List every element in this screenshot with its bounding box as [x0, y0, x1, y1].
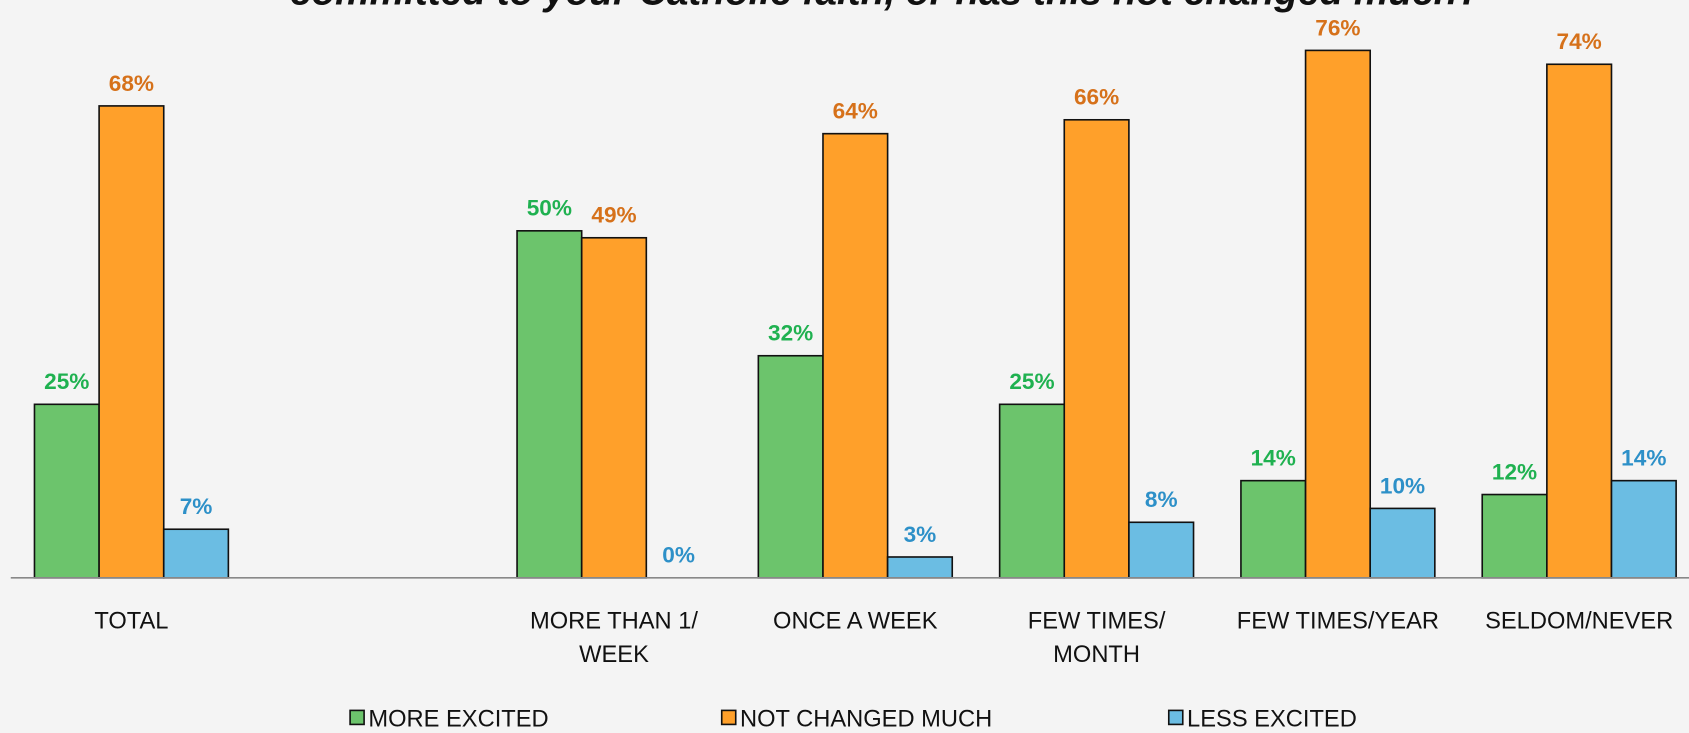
- data-label: 49%: [591, 203, 636, 228]
- x-tick-label-line: TOTAL: [94, 608, 168, 634]
- legend-label: MORE EXCITED: [368, 707, 548, 733]
- data-label: 8%: [1145, 487, 1178, 512]
- x-tick-label-line: WEEK: [579, 642, 649, 668]
- bar: [1546, 63, 1613, 579]
- x-tick-label: FEW TIMES/YEAR: [1237, 608, 1439, 634]
- bar: [998, 403, 1066, 579]
- x-tick-label: MORE THAN 1/WEEK: [530, 608, 698, 667]
- data-label: 7%: [180, 494, 213, 519]
- data-label: 50%: [527, 196, 572, 221]
- x-tick-label-line: FEW TIMES/: [1028, 608, 1166, 634]
- bar: [33, 403, 100, 579]
- bar: [1610, 479, 1677, 579]
- bar: [1063, 118, 1130, 579]
- legend-swatch: [720, 709, 737, 726]
- bar: [1304, 49, 1372, 579]
- data-label: 0%: [662, 543, 695, 568]
- data-label: 14%: [1621, 446, 1666, 471]
- bar: [580, 236, 648, 579]
- data-label: 10%: [1380, 473, 1425, 498]
- bar: [98, 105, 165, 579]
- legend-label: NOT CHANGED MUCH: [740, 707, 992, 733]
- x-tick-label-line: SELDOM/NEVER: [1485, 608, 1673, 634]
- data-label: 68%: [109, 71, 154, 96]
- bar: [1128, 521, 1195, 579]
- data-label: 74%: [1557, 29, 1602, 54]
- bar: [1481, 493, 1548, 579]
- bar: [516, 230, 583, 579]
- bar: [757, 354, 824, 579]
- bar: [162, 528, 230, 579]
- data-label: 66%: [1074, 85, 1119, 110]
- bar: [1369, 507, 1436, 579]
- x-tick-label: ONCE A WEEK: [773, 608, 938, 634]
- x-tick-label: SELDOM/NEVER: [1485, 608, 1673, 634]
- x-tick-label-line: MONTH: [1053, 642, 1140, 668]
- data-label: 32%: [768, 321, 813, 346]
- x-tick-label: FEW TIMES/MONTH: [1028, 608, 1166, 667]
- data-label: 12%: [1492, 459, 1537, 484]
- data-label: 64%: [833, 99, 878, 124]
- bar: [886, 556, 954, 579]
- legend-swatch: [1167, 709, 1184, 726]
- data-label: 14%: [1251, 446, 1296, 471]
- data-label: 25%: [1009, 369, 1054, 394]
- data-label: 25%: [44, 369, 89, 394]
- x-tick-label-line: MORE THAN 1/: [530, 608, 698, 634]
- x-tick-label: TOTAL: [94, 608, 168, 634]
- bar: [822, 132, 889, 579]
- bar: [1240, 479, 1307, 579]
- legend-swatch: [349, 709, 365, 726]
- chart-body: committed to your Catholic faith, or has…: [10, 0, 1689, 733]
- x-tick-label-line: FEW TIMES/YEAR: [1237, 608, 1439, 634]
- data-label: 76%: [1315, 15, 1360, 40]
- legend-label: LESS EXCITED: [1187, 707, 1357, 733]
- chart-title: committed to your Catholic faith, or has…: [290, 0, 1481, 13]
- data-label: 3%: [904, 522, 937, 547]
- x-tick-label-line: ONCE A WEEK: [773, 608, 938, 634]
